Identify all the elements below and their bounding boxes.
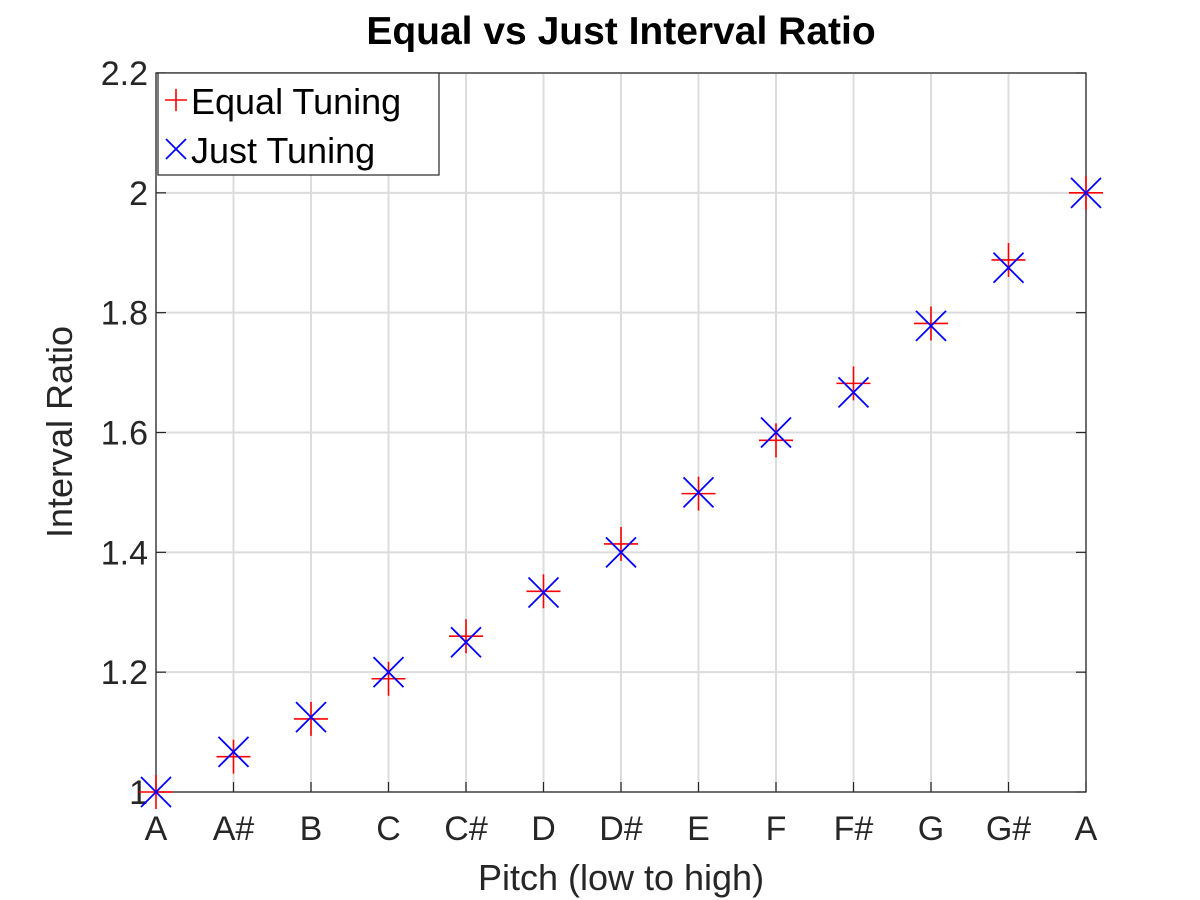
legend: Equal Tuning Just Tuning <box>157 72 440 176</box>
legend-label-just-tuning: Just Tuning <box>191 130 375 171</box>
just-tuning-point <box>372 656 405 688</box>
equal-tuning-point <box>991 242 1026 277</box>
equal-tuning-point <box>371 661 406 696</box>
just-tuning-point <box>217 736 250 768</box>
x-tick-label: B <box>300 810 323 848</box>
x-tick-label: F <box>766 810 787 848</box>
x-tick-label: D <box>531 810 556 848</box>
just-tuning-point <box>295 701 327 733</box>
just-tuning-point <box>450 626 482 658</box>
just-tuning-point <box>140 776 172 808</box>
y-tick-label: 1.6 <box>101 415 148 453</box>
equal-tuning-point <box>759 423 793 458</box>
legend-markers <box>165 89 187 160</box>
just-tuning-point <box>760 416 792 449</box>
x-tick-label: G <box>918 810 944 848</box>
y-tick-label: 2.2 <box>101 55 148 93</box>
y-axis-ticks: 1 1.2 1.4 1.6 1.8 2 2.2 <box>101 55 1086 812</box>
just-tuning-point <box>682 476 715 509</box>
legend-box <box>157 72 440 176</box>
equal-tuning-point <box>836 366 871 401</box>
just-tuning-point <box>1070 177 1102 209</box>
just-tuning-point <box>605 536 637 568</box>
just-tuning-point <box>915 310 947 342</box>
equal-tuning-point <box>216 739 251 774</box>
y-tick-label: 1.4 <box>101 534 148 572</box>
y-axis-label: Interval Ratio <box>39 326 80 538</box>
equal-tuning-point <box>604 526 638 561</box>
x-tick-label: C <box>376 810 401 848</box>
x-tick-label: D# <box>599 810 643 848</box>
just-tuning-point <box>837 376 870 408</box>
x-tick-label: E <box>687 810 710 848</box>
data-markers <box>139 175 1103 809</box>
x-axis-label: Pitch (low to high) <box>478 857 764 898</box>
chart-title: Equal vs Just Interval Ratio <box>366 10 875 53</box>
x-axis-ticks: A A# B C C# D D# E F F# G G# A <box>145 782 1098 848</box>
just-tuning-point <box>992 252 1025 284</box>
x-tick-label: F# <box>834 810 874 848</box>
x-tick-label: A <box>1075 810 1098 848</box>
x-tick-label: A <box>145 810 168 848</box>
equal-tuning-point <box>294 701 328 736</box>
x-tick-label: C# <box>444 810 488 848</box>
y-tick-label: 1.8 <box>101 295 148 333</box>
y-tick-label: 1 <box>129 774 148 812</box>
equal-tuning-point <box>449 619 483 654</box>
legend-marker-plus <box>165 89 187 111</box>
y-tick-label: 2 <box>129 175 148 213</box>
equal-tuning-point <box>914 306 948 341</box>
legend-label-equal-tuning: Equal Tuning <box>191 81 401 122</box>
x-tick-label: A# <box>213 810 255 848</box>
legend-marker-x <box>165 138 187 160</box>
just-tuning-point <box>527 576 560 609</box>
y-tick-label: 1.2 <box>101 654 148 692</box>
x-tick-label: G# <box>986 810 1031 848</box>
